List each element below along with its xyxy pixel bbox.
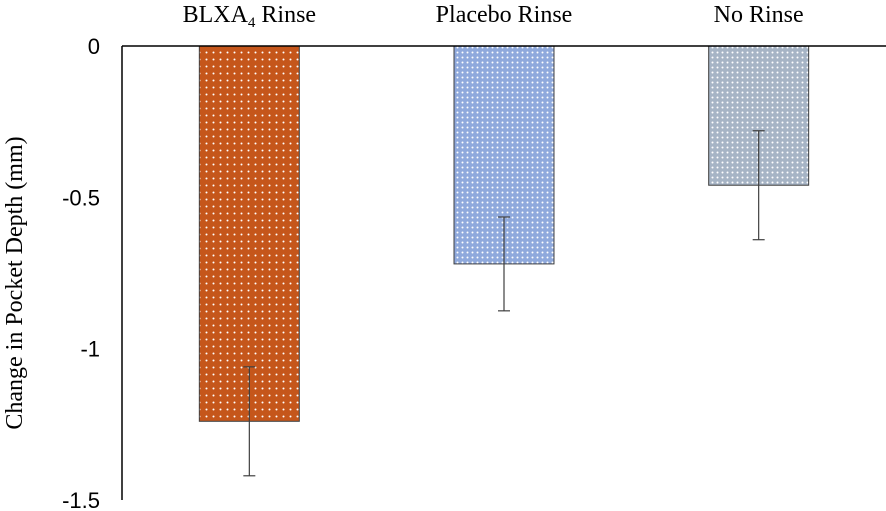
y-tick-label: -1.5 [62,488,100,511]
category-label: Placebo Rinse [436,2,573,28]
category-labels: BLXA4 Rinse Placebo Rinse No Rinse [183,2,804,31]
error-bars [243,130,765,477]
y-tick-label: 0 [88,34,100,59]
y-axis-title: Change in Pocket Depth (mm) [2,136,28,429]
y-tick-labels: 0 -0.5 -1 -1.5 [62,34,100,511]
axes [121,45,886,500]
y-tick-label: -0.5 [62,185,100,210]
error-bar [243,366,256,477]
category-label: No Rinse [714,2,804,28]
error-bar [752,130,765,241]
bar [198,45,300,422]
category-label: BLXA4 Rinse [183,2,317,31]
y-tick-label: -1 [80,337,100,362]
error-bar [498,216,510,312]
